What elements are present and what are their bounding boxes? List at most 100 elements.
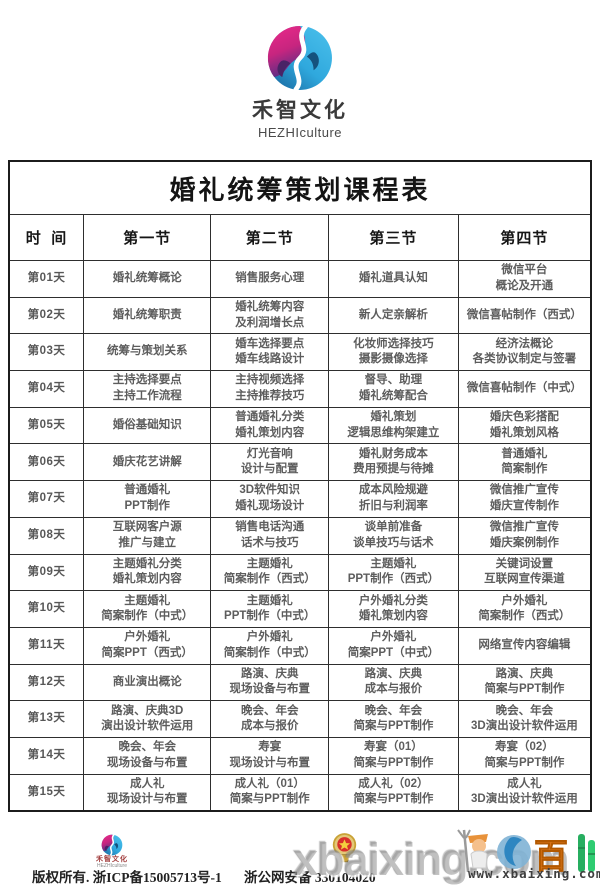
course-cell: 新人定亲解析 (328, 296, 459, 335)
day-label: 第09天 (8, 553, 84, 592)
course-cell: 经济法概论 各类协议制定与签署 (457, 333, 592, 372)
course-cell: 晚会、年会 简案与PPT制作 (328, 700, 459, 738)
course-cell: 婚庆色彩搭配 婚礼策划风格 (457, 406, 592, 445)
course-cell: 成人礼（02） 简案与PPT制作 (328, 773, 459, 812)
table-row: 第10天 主题婚礼 简案制作（中式） 主题婚礼 PPT制作（中式） 户外婚礼分类 婚礼策划内… (8, 590, 592, 628)
table-row: 第05天 婚俗基础知识 普通婚礼分类 婚礼策划内容 婚礼策划 逻辑思维构架建立 婚庆色彩搭配… (8, 406, 592, 445)
day-label: 第15天 (8, 773, 84, 812)
table-row: 第15天 成人礼 现场设计与布置 成人礼（01） 简案与PPT制作 成人礼（02） 简案与P… (8, 773, 592, 812)
course-cell: 微信推广宣传 婚庆宣传制作 (457, 480, 592, 518)
course-cell: 婚礼道具认知 (328, 260, 459, 298)
column-header-2: 第二节 (210, 214, 329, 261)
course-cell: 主题婚礼分类 婚礼策划内容 (82, 553, 212, 592)
course-cell: 互联网客户源 推广与建立 (82, 516, 212, 555)
day-label: 第08天 (8, 516, 84, 555)
column-header-1: 第一节 (82, 214, 212, 261)
day-label: 第03天 (8, 333, 84, 372)
table-row: 第06天 婚庆花艺讲解 灯光音响 设计与配置 婚礼财务成本 费用预提与待摊 普通婚礼 简案制作 (8, 443, 592, 482)
course-cell: 寿宴 现场设计与布置 (210, 736, 329, 775)
course-cell: 主题婚礼 PPT制作（中式） (210, 590, 329, 628)
table-row: 第03天 统筹与策划关系 婚车选择要点 婚车线路设计 化妆师选择技巧 摄影摄像选择 经济法概… (8, 333, 592, 372)
course-cell: 普通婚礼分类 婚礼策划内容 (210, 406, 329, 445)
table-row: 第04天 主持选择要点 主持工作流程 主持视频选择 主持推荐技巧 督导、助理 婚礼统筹配合微… (8, 370, 592, 408)
table-row: 第01天 婚礼统筹概论 销售服务心理 婚礼道具认知 微信平台 概论及开通 (8, 260, 592, 298)
course-cell: 主题婚礼 简案制作（西式） (210, 553, 329, 592)
course-cell: 微信平台 概论及开通 (457, 260, 592, 298)
footer-logo-icon (100, 834, 124, 856)
course-cell: 户外婚礼 简案制作（西式） (457, 590, 592, 628)
day-label: 第06天 (8, 443, 84, 482)
course-cell: 路演、庆典 简案与PPT制作 (457, 663, 592, 702)
day-label: 第02天 (8, 296, 84, 335)
brand-subname: HEZHIculture (257, 125, 343, 140)
table-row: 第12天 商业演出概论 路演、庆典 现场设备与布置 路演、庆典 成本与报价 路演、庆典 简案与… (8, 663, 592, 702)
day-label: 第14天 (8, 736, 84, 775)
column-header-0: 时 间 (8, 214, 84, 261)
course-cell: 路演、庆典 成本与报价 (328, 663, 459, 702)
course-cell: 户外婚礼 简案PPT（西式） (82, 626, 212, 665)
title-row: 婚礼统筹策划课程表 (8, 160, 592, 215)
brand-logo-icon (262, 24, 338, 92)
course-cell: 晚会、年会 3D演出设计软件运用 (457, 700, 592, 738)
course-cell: 晚会、年会 成本与报价 (210, 700, 329, 738)
course-cell: 关键词设置 互联网宣传渠道 (457, 553, 592, 592)
footer-logo-subname: HEZHIculture (96, 862, 127, 869)
course-cell: 主题婚礼 PPT制作（西式） (328, 553, 459, 592)
course-cell: 路演、庆典 现场设备与布置 (210, 663, 329, 702)
footer-logo: 禾智文化 HEZHIculture (80, 834, 144, 869)
course-cell: 普通婚礼 简案制作 (457, 443, 592, 482)
course-cell: 婚俗基础知识 (82, 406, 212, 445)
column-header-row: 时 间第一节 第二节 第三节 第四节 (8, 214, 592, 261)
course-cell: 主持选择要点 主持工作流程 (82, 370, 212, 408)
course-cell: 成人礼（01） 简案与PPT制作 (210, 773, 329, 812)
course-cell: 微信喜帖制作（西式） (457, 296, 592, 335)
course-cell: 化妆师选择技巧 摄影摄像选择 (328, 333, 459, 372)
course-cell: 主持视频选择 主持推荐技巧 (210, 370, 329, 408)
day-label: 第10天 (8, 590, 84, 628)
course-cell: 路演、庆典3D 演出设计软件运用 (82, 700, 212, 738)
course-cell: 寿宴（02） 简案与PPT制作 (457, 736, 592, 775)
course-cell: 婚礼统筹内容 及利润增长点 (210, 296, 329, 335)
course-cell: 网络宣传内容编辑 (457, 626, 592, 665)
day-label: 第01天 (8, 260, 84, 298)
course-cell: 商业演出概论 (82, 663, 212, 702)
course-cell: 督导、助理 婚礼统筹配合 (328, 370, 459, 408)
copyright-text: 版权所有. 浙ICP备15005713号-1 (32, 870, 222, 885)
security-record-text: 浙公网安备 330104020 (244, 870, 376, 885)
course-cell: 统筹与策划关系 (82, 333, 212, 372)
table-row: 第08天 互联网客户源 推广与建立 销售电话沟通 话术与技巧 谈单前准备 谈单技巧与话术 微信… (8, 516, 592, 555)
day-label: 第12天 (8, 663, 84, 702)
brand-name: 禾智文化 (252, 99, 348, 122)
day-label: 第13天 (8, 700, 84, 738)
course-cell: 婚礼统筹概论 (82, 260, 212, 298)
course-cell: 灯光音响 设计与配置 (210, 443, 329, 482)
course-cell: 婚礼策划 逻辑思维构架建立 (328, 406, 459, 445)
course-cell: 婚礼统筹职责 (82, 296, 212, 335)
table-row: 第02天 婚礼统筹职责 婚礼统筹内容 及利润增长点 新人定亲解析 微信喜帖制作（西式） (8, 296, 592, 335)
course-table: 婚礼统筹策划课程表 时 间第一节 第二节 第三节 第四节 第01天 婚礼统筹概论 销售服务… (8, 160, 592, 812)
day-label: 第07天 (8, 480, 84, 518)
column-header-3: 第三节 (328, 214, 459, 261)
table-row: 第13天 路演、庆典3D 演出设计软件运用 晚会、年会 成本与报价 晚会、年会 简案与PPT… (8, 700, 592, 738)
table-row: 第07天 普通婚礼 PPT制作 3D软件知识 婚礼现场设计 成本风险规避 折旧与利润率 微信推… (8, 480, 592, 518)
day-label: 第05天 (8, 406, 84, 445)
course-cell: 晚会、年会 现场设备与布置 (82, 736, 212, 775)
course-cell: 微信喜帖制作（中式） (457, 370, 592, 408)
course-cell: 户外婚礼分类 婚礼策划内容 (328, 590, 459, 628)
course-cell: 成本风险规避 折旧与利润率 (328, 480, 459, 518)
day-label: 第04天 (8, 370, 84, 408)
course-cell: 婚庆花艺讲解 (82, 443, 212, 482)
course-cell: 主题婚礼 简案制作（中式） (82, 590, 212, 628)
course-cell: 销售服务心理 (210, 260, 329, 298)
brand-header: 禾智文化 HEZHIculture (0, 24, 600, 140)
course-cell: 销售电话沟通 话术与技巧 (210, 516, 329, 555)
table-row: 第14天 晚会、年会 现场设备与布置 寿宴 现场设计与布置 寿宴（01） 简案与PPT制作寿… (8, 736, 592, 775)
table-row: 第11天 户外婚礼 简案PPT（西式） 户外婚礼 简案制作（中式） 户外婚礼 简案PPT（中… (8, 626, 592, 665)
course-cell: 3D软件知识 婚礼现场设计 (210, 480, 329, 518)
watermark-url: www.xbaixing.com (468, 866, 600, 881)
table-title: 婚礼统筹策划课程表 (8, 160, 592, 215)
course-cell: 寿宴（01） 简案与PPT制作 (328, 736, 459, 775)
course-cell: 普通婚礼 PPT制作 (82, 480, 212, 518)
course-cell: 微信推广宣传 婚庆案例制作 (457, 516, 592, 555)
